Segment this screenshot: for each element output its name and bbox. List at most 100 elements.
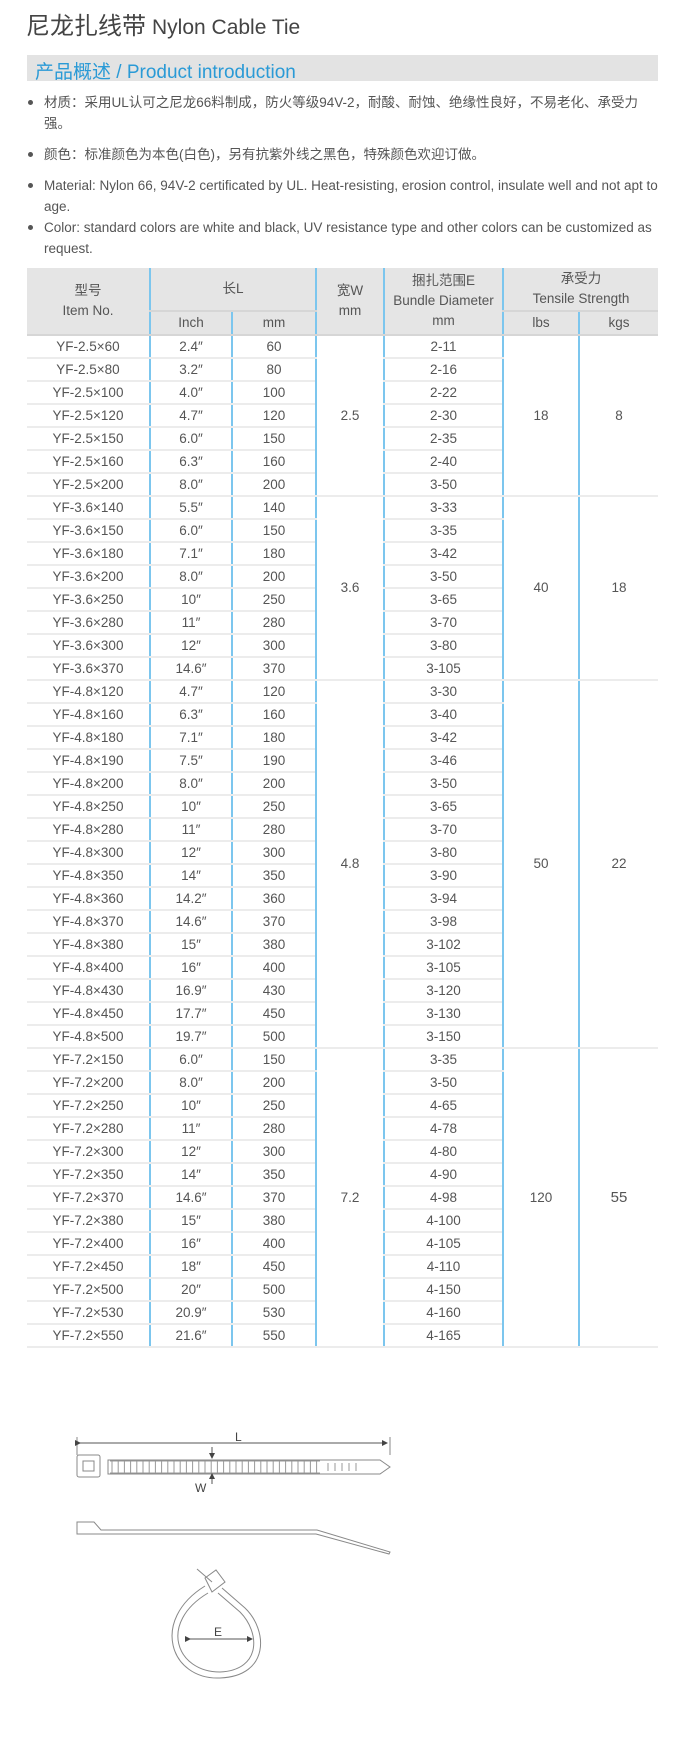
page-title: 尼龙扎线带 Nylon Cable Tie	[26, 6, 300, 41]
item-no: YF-7.2×550	[27, 1324, 150, 1348]
item-no: YF-4.8×400	[27, 956, 150, 980]
bundle-diameter: 3-130	[383, 1002, 504, 1026]
length-mm: 200	[230, 473, 317, 497]
length-mm: 160	[230, 703, 317, 727]
table-row: YF-4.8×350 14″ 350 3-90	[27, 864, 658, 888]
item-no: YF-4.8×300	[27, 841, 150, 865]
length-inch: 11″	[149, 611, 232, 635]
item-no: YF-3.6×150	[27, 519, 150, 543]
tensile-kgs: 55	[578, 1048, 659, 1348]
bundle-diameter: 3-46	[383, 749, 504, 773]
length-inch: 16″	[149, 956, 232, 980]
length-inch: 21.6″	[149, 1324, 232, 1348]
bundle-diameter: 3-70	[383, 818, 504, 842]
length-mm: 190	[230, 749, 317, 773]
tie-top-view	[75, 1437, 391, 1484]
bundle-diameter: 3-65	[383, 795, 504, 819]
table-row: YF-7.2×280 11″ 280 4-78	[27, 1117, 658, 1141]
tensile-lbs: 120	[502, 1048, 580, 1348]
bundle-diameter: 3-80	[383, 634, 504, 658]
bundle-diameter: 3-70	[383, 611, 504, 635]
length-inch: 14.2″	[149, 887, 232, 911]
length-mm: 180	[230, 542, 317, 566]
table-row: YF-4.8×180 7.1″ 180 3-42	[27, 726, 658, 750]
table-row: YF-4.8×450 17.7″ 450 3-130	[27, 1002, 658, 1026]
table-row: YF-3.6×280 11″ 280 3-70	[27, 611, 658, 635]
bundle-diameter: 4-110	[383, 1255, 504, 1279]
bundle-diameter: 3-102	[383, 933, 504, 957]
bundle-diameter: 3-30	[383, 680, 504, 704]
length-mm: 250	[230, 1094, 317, 1118]
length-inch: 12″	[149, 634, 232, 658]
table-row: YF-4.8×370 14.6″ 370 3-98	[27, 910, 658, 934]
length-mm: 280	[230, 1117, 317, 1141]
length-mm: 140	[230, 496, 317, 520]
length-mm: 350	[230, 864, 317, 888]
item-no: YF-2.5×160	[27, 450, 150, 474]
table-row: YF-4.8×400 16″ 400 3-105	[27, 956, 658, 980]
table-row: YF-7.2×530 20.9″ 530 4-160	[27, 1301, 658, 1325]
tensile-lbs: 18	[502, 335, 580, 497]
cable-tie-diagram: L W E	[75, 1430, 391, 1679]
bundle-diameter: 4-65	[383, 1094, 504, 1118]
header-mm: mm	[230, 310, 317, 336]
table-row: YF-7.2×400 16″ 400 4-105	[27, 1232, 658, 1256]
bundle-diameter: 3-105	[383, 657, 504, 681]
title-cn: 尼龙扎线带	[26, 13, 146, 40]
length-inch: 8.0″	[149, 1071, 232, 1095]
header-tensile: 承受力 Tensile Strength	[502, 268, 659, 312]
bundle-diameter: 2-30	[383, 404, 504, 428]
table-row: YF-7.2×370 14.6″ 370 4-98	[27, 1186, 658, 1210]
table-row: YF-3.6×370 14.6″ 370 3-105	[27, 657, 658, 681]
length-inch: 20″	[149, 1278, 232, 1302]
tensile-kgs: 8	[578, 335, 659, 497]
bundle-diameter: 3-94	[383, 887, 504, 911]
length-mm: 400	[230, 956, 317, 980]
item-no: YF-7.2×370	[27, 1186, 150, 1210]
item-no: YF-7.2×200	[27, 1071, 150, 1095]
bundle-diameter: 2-11	[383, 335, 504, 359]
table-row: YF-7.2×150 6.0″ 150 7.2 3-35 120 55	[27, 1048, 659, 1348]
tensile-lbs: 40	[502, 496, 580, 681]
item-no: YF-4.8×350	[27, 864, 150, 888]
table-row: YF-4.8×300 12″ 300 3-80	[27, 841, 658, 865]
item-no: YF-7.2×300	[27, 1140, 150, 1164]
length-mm: 400	[230, 1232, 317, 1256]
table-row: YF-4.8×500 19.7″ 500 3-150	[27, 1025, 658, 1049]
bundle-diameter: 3-90	[383, 864, 504, 888]
length-mm: 300	[230, 634, 317, 658]
length-inch: 8.0″	[149, 565, 232, 589]
label-width: W	[195, 1481, 207, 1495]
item-no: YF-3.6×250	[27, 588, 150, 612]
spec-table: 型号 Item No. 长L 宽W mm 捆扎范围E Bundle Diameter m…	[27, 268, 659, 1348]
table-row: YF-7.2×250 10″ 250 4-65	[27, 1094, 658, 1118]
item-no: YF-2.5×80	[27, 358, 150, 382]
bundle-diameter: 3-50	[383, 473, 504, 497]
section-header-label: 产品概述 / Product introduction	[35, 62, 296, 83]
bundle-diameter: 4-90	[383, 1163, 504, 1187]
label-length: L	[235, 1430, 242, 1444]
item-no: YF-2.5×200	[27, 473, 150, 497]
length-inch: 14″	[149, 1163, 232, 1187]
bundle-diameter: 3-65	[383, 588, 504, 612]
length-mm: 450	[230, 1255, 317, 1279]
tie-side-view	[76, 1521, 391, 1555]
bundle-diameter: 3-50	[383, 772, 504, 796]
bundle-diameter: 4-78	[383, 1117, 504, 1141]
table-row: YF-3.6×150 6.0″ 150 3-35	[27, 519, 658, 543]
item-no: YF-4.8×250	[27, 795, 150, 819]
table-row: YF-3.6×300 12″ 300 3-80	[27, 634, 658, 658]
table-row: YF-7.2×380 15″ 380 4-100	[27, 1209, 658, 1233]
length-mm: 380	[230, 933, 317, 957]
length-mm: 530	[230, 1301, 317, 1325]
bundle-diameter: 2-35	[383, 427, 504, 451]
item-no: YF-7.2×280	[27, 1117, 150, 1141]
bundle-diameter: 2-16	[383, 358, 504, 382]
length-inch: 15″	[149, 1209, 232, 1233]
length-mm: 500	[230, 1025, 317, 1049]
bundle-diameter: 3-50	[383, 565, 504, 589]
bundle-diameter: 3-42	[383, 542, 504, 566]
bundle-diameter: 3-33	[383, 496, 504, 520]
length-inch: 19.7″	[149, 1025, 232, 1049]
length-inch: 17.7″	[149, 1002, 232, 1026]
